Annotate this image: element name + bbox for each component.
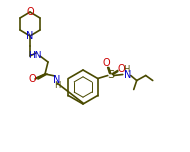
Text: HN: HN — [28, 50, 42, 59]
Text: O: O — [28, 74, 36, 84]
Text: O: O — [103, 59, 111, 69]
Text: O: O — [118, 64, 126, 74]
Text: H: H — [54, 81, 60, 90]
Text: S: S — [107, 71, 114, 81]
Text: H: H — [124, 65, 130, 74]
Text: O: O — [26, 7, 34, 17]
Text: N: N — [53, 75, 61, 85]
Text: N: N — [26, 31, 34, 41]
Text: N: N — [124, 69, 131, 79]
